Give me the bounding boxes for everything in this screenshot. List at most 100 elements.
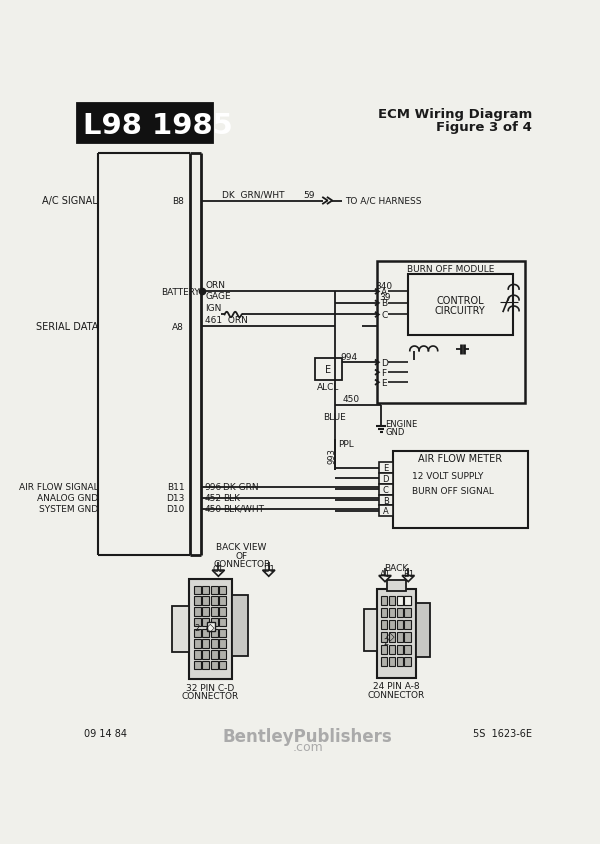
Text: BURN OFF MODULE: BURN OFF MODULE (407, 264, 494, 273)
Text: B1: B1 (403, 570, 414, 579)
Text: BACK VIEW: BACK VIEW (217, 543, 267, 552)
Bar (219, 629, 226, 637)
Text: 452: 452 (205, 494, 221, 503)
Bar (194, 640, 200, 648)
Polygon shape (263, 571, 275, 576)
Bar (211, 608, 218, 616)
Bar (404, 645, 410, 654)
Bar (404, 633, 410, 642)
Bar (211, 597, 218, 605)
Text: A1: A1 (380, 570, 391, 579)
Bar (397, 633, 403, 642)
Text: 2: 2 (383, 637, 388, 647)
Text: F: F (381, 368, 386, 377)
Text: D10: D10 (166, 505, 184, 513)
Bar (194, 608, 200, 616)
Bar (404, 596, 410, 605)
Bar (381, 657, 388, 667)
Text: BURN OFF SIGNAL: BURN OFF SIGNAL (412, 487, 494, 495)
Text: ENGINE: ENGINE (385, 419, 417, 429)
Bar (211, 586, 218, 594)
Text: GND: GND (385, 428, 404, 436)
Text: D: D (381, 358, 388, 367)
Bar (219, 618, 226, 626)
Bar (404, 620, 410, 630)
Text: CONTROL: CONTROL (436, 295, 484, 306)
Bar (202, 618, 209, 626)
Bar (202, 586, 209, 594)
Text: BATTERY: BATTERY (161, 288, 200, 296)
Bar (381, 633, 388, 642)
Bar (194, 629, 200, 637)
Text: OF: OF (236, 551, 248, 560)
Bar (202, 661, 209, 669)
Bar (404, 657, 410, 667)
Text: TO A/C HARNESS: TO A/C HARNESS (344, 197, 421, 206)
Text: 994: 994 (341, 352, 358, 361)
Text: 340: 340 (376, 281, 393, 290)
Text: CIRCUITRY: CIRCUITRY (435, 306, 485, 316)
Text: ◇: ◇ (206, 621, 215, 631)
Bar (389, 645, 395, 654)
Text: E: E (381, 378, 387, 387)
Bar (194, 661, 200, 669)
Text: A: A (383, 506, 389, 516)
Bar (389, 620, 395, 630)
Text: A/C SIGNAL: A/C SIGNAL (43, 197, 98, 206)
Text: CONNECTOR: CONNECTOR (368, 690, 425, 699)
Text: 993: 993 (327, 447, 336, 463)
Polygon shape (402, 576, 415, 582)
Bar (219, 651, 226, 659)
Text: 39: 39 (380, 293, 391, 302)
Text: A8: A8 (172, 322, 184, 331)
Bar (397, 596, 403, 605)
Bar (397, 657, 403, 667)
Text: 32 PIN C-D: 32 PIN C-D (187, 683, 235, 692)
Text: BLK/WHT: BLK/WHT (223, 505, 264, 513)
Text: 2: 2 (194, 623, 199, 632)
Text: A: A (381, 288, 387, 296)
Text: 12 VOLT SUPPLY: 12 VOLT SUPPLY (412, 471, 484, 480)
Bar (377, 262, 524, 403)
Bar (389, 657, 395, 667)
Text: .com: .com (292, 740, 323, 753)
Bar (211, 618, 218, 626)
Text: BLUE: BLUE (323, 412, 346, 421)
Text: B: B (381, 299, 387, 308)
Text: AIR FLOW SIGNAL: AIR FLOW SIGNAL (19, 483, 98, 492)
Bar (219, 597, 226, 605)
Text: D1: D1 (263, 565, 275, 573)
Text: Figure 3 of 4: Figure 3 of 4 (436, 121, 532, 134)
Bar (202, 597, 209, 605)
Bar (379, 506, 393, 517)
Bar (211, 661, 218, 669)
Bar (219, 586, 226, 594)
Text: DK  GRN/WHT: DK GRN/WHT (222, 191, 285, 199)
Bar (388, 581, 406, 591)
Bar (202, 640, 209, 648)
Text: C: C (381, 311, 388, 320)
Bar (194, 651, 200, 659)
Bar (202, 651, 209, 659)
Text: E: E (383, 463, 388, 473)
Bar (189, 580, 232, 679)
Bar (416, 603, 430, 657)
Bar (232, 595, 248, 657)
Polygon shape (212, 571, 224, 576)
Bar (381, 645, 388, 654)
Text: E: E (325, 365, 331, 375)
Text: B: B (383, 496, 389, 505)
Bar (219, 661, 226, 669)
Text: SERIAL DATA: SERIAL DATA (36, 322, 98, 332)
Bar (202, 608, 209, 616)
Bar (381, 596, 388, 605)
Text: ANALOG GND: ANALOG GND (37, 494, 98, 503)
Polygon shape (379, 576, 391, 582)
Text: ALCL: ALCL (317, 383, 340, 392)
Bar (207, 622, 215, 631)
Bar (194, 586, 200, 594)
Bar (381, 609, 388, 617)
Bar (379, 473, 393, 484)
Text: 450: 450 (205, 505, 221, 513)
Bar (379, 484, 393, 495)
